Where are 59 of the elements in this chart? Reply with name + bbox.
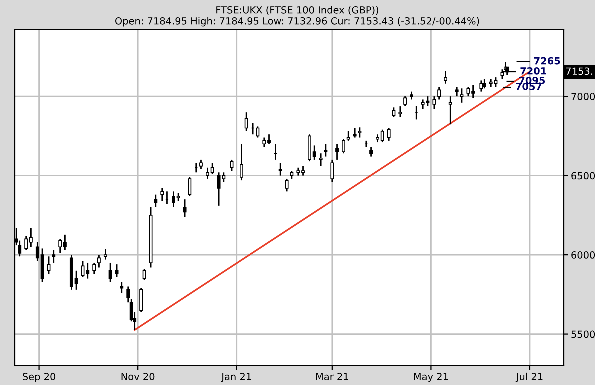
candlestick — [482, 78, 486, 90]
candlestick — [370, 146, 373, 158]
x-tick-label: Sep 20 — [23, 373, 56, 382]
candlestick — [240, 143, 244, 182]
annotation: 7201 — [520, 67, 546, 75]
candlestick — [142, 268, 146, 282]
candlestick — [346, 130, 350, 142]
candlestick — [392, 106, 396, 118]
x-tick-label: Nov 20 — [122, 373, 155, 380]
y-tick-label: 6500 — [572, 172, 595, 180]
candlestick — [47, 256, 51, 275]
candlestick — [460, 88, 464, 104]
candlestick — [97, 254, 101, 268]
x-tick-label: May 21 — [414, 373, 448, 382]
y-tick-label: 6000 — [572, 252, 595, 259]
candlestick — [244, 112, 248, 132]
candlestick — [353, 128, 357, 138]
candlestick — [200, 159, 203, 170]
candlestick — [342, 138, 346, 154]
x-tick-label: Jan 21 — [221, 373, 252, 382]
candlestick — [230, 159, 234, 172]
candlestick — [104, 248, 108, 261]
candlestick — [324, 143, 328, 158]
candlestick — [278, 162, 282, 177]
annotation: 7153. — [566, 68, 592, 76]
y-tick-label: 7000 — [572, 93, 595, 100]
candlestick — [398, 106, 402, 118]
chart-subtitle: Open: 7184.95 High: 7184.95 Low: 7132.96 Cur: 7153.43 (-31.52/-00.44%) — [115, 17, 480, 27]
candlestick — [160, 188, 164, 202]
candlestick — [154, 194, 158, 208]
candlestick — [448, 96, 452, 126]
candlestick — [330, 159, 334, 183]
candlestick — [358, 126, 362, 138]
candlestick — [120, 281, 124, 294]
candlestick — [92, 262, 96, 275]
candlestick — [108, 262, 112, 283]
candlestick — [183, 198, 187, 218]
candlestick — [432, 96, 436, 110]
candlestick — [404, 96, 408, 107]
candlestick — [480, 80, 484, 93]
candlestick — [188, 176, 192, 198]
candlestick — [319, 152, 323, 167]
x-tick-label: Jul 21 — [516, 372, 543, 382]
candlestick — [455, 86, 459, 98]
candlestick — [52, 250, 56, 264]
candlestick — [444, 70, 448, 85]
y-tick-label: 5500 — [572, 330, 595, 338]
candlestick — [387, 128, 391, 142]
candlestick — [256, 126, 260, 138]
candlestick — [140, 288, 144, 313]
chart-title: FTSE:UKX (FTSE 100 Index (GBP)) — [216, 6, 379, 15]
annotation: 7095 — [519, 76, 546, 84]
candlestick — [115, 264, 119, 278]
annotation: 7265 — [534, 57, 560, 65]
candlestick — [285, 178, 289, 192]
candlestick — [336, 143, 339, 161]
candlestick — [438, 86, 442, 100]
x-tick-label: Mar 21 — [316, 373, 348, 380]
annotation: 7057 — [516, 83, 542, 90]
